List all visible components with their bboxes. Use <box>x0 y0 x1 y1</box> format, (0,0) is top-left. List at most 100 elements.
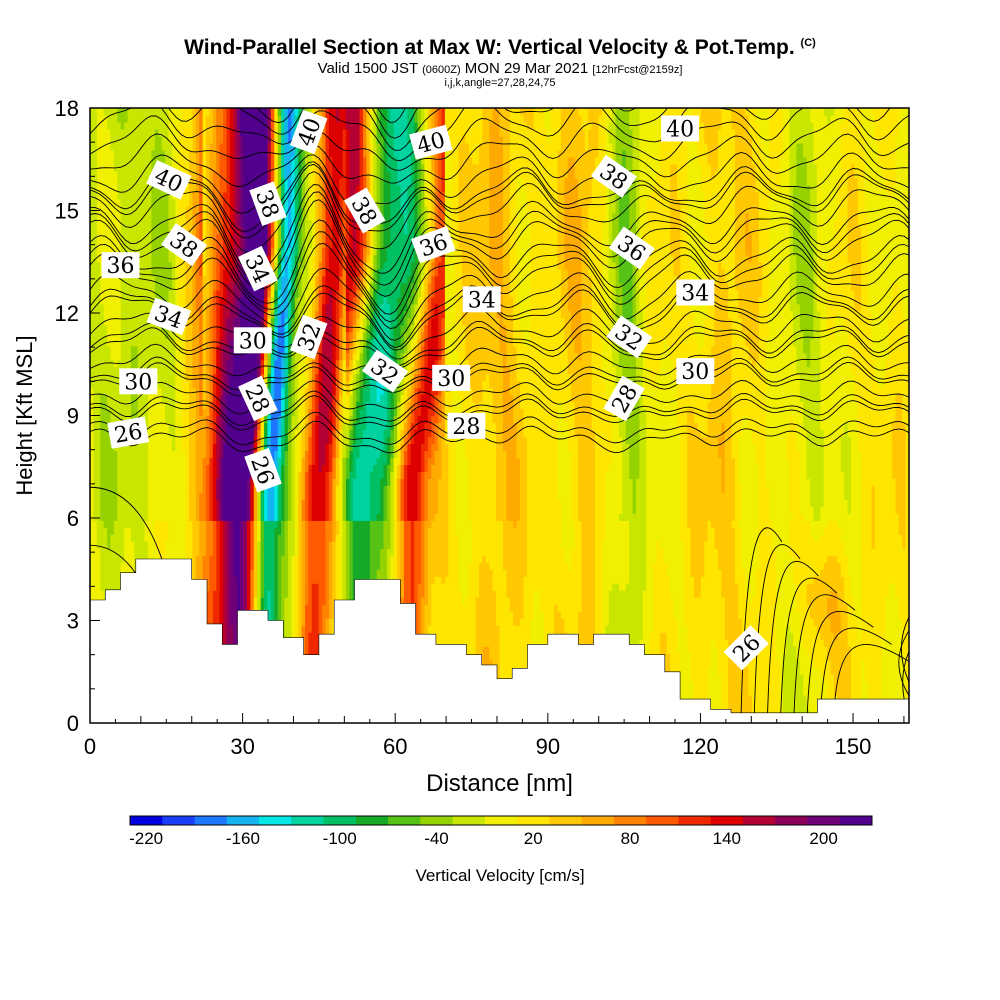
velocity-cell <box>410 408 415 417</box>
velocity-cell <box>629 562 647 570</box>
velocity-cell <box>496 422 504 431</box>
velocity-cell <box>226 555 231 563</box>
velocity-cell <box>315 422 320 431</box>
velocity-cell <box>721 674 729 682</box>
velocity-cell <box>403 534 412 542</box>
velocity-cell <box>185 499 190 507</box>
velocity-cell <box>745 583 757 591</box>
velocity-cell <box>390 345 395 354</box>
velocity-cell <box>612 352 620 361</box>
velocity-cell <box>332 506 337 514</box>
velocity-cell <box>400 499 405 507</box>
velocity-cell <box>369 541 385 549</box>
velocity-cell <box>670 660 681 668</box>
velocity-cell <box>154 527 170 535</box>
velocity-cell <box>496 457 507 466</box>
velocity-cell <box>294 541 299 549</box>
velocity-cell <box>304 541 309 549</box>
velocity-cell <box>352 401 357 410</box>
velocity-cell <box>175 387 183 396</box>
velocity-cell <box>410 338 415 347</box>
velocity-cell <box>724 457 736 466</box>
velocity-cell <box>639 450 647 459</box>
velocity-cell <box>90 380 132 389</box>
velocity-cell <box>403 443 408 452</box>
velocity-cell <box>683 555 692 563</box>
velocity-cell <box>861 506 873 514</box>
velocity-cell <box>308 520 327 528</box>
velocity-cell <box>281 506 286 514</box>
velocity-cell <box>219 548 224 556</box>
velocity-cell <box>680 674 692 682</box>
velocity-cell <box>789 485 801 493</box>
velocity-cell <box>335 485 340 493</box>
velocity-cell <box>646 443 681 452</box>
velocity-cell <box>728 674 750 682</box>
velocity-cell <box>284 506 289 514</box>
velocity-cell <box>383 429 391 438</box>
velocity-cell <box>246 541 251 549</box>
velocity-cell <box>847 555 862 563</box>
velocity-cell <box>577 611 596 619</box>
velocity-cell <box>281 597 286 605</box>
velocity-cell <box>284 352 289 361</box>
velocity-cell <box>318 611 323 619</box>
velocity-cell <box>380 506 385 514</box>
velocity-cell <box>332 520 337 528</box>
velocity-cell <box>595 443 613 452</box>
velocity-cell <box>308 366 313 375</box>
velocity-cell <box>523 583 582 591</box>
velocity-cell <box>188 464 197 473</box>
velocity-cell <box>625 436 641 445</box>
velocity-cell <box>407 380 412 389</box>
velocity-cell <box>895 492 907 500</box>
velocity-cell <box>188 415 197 424</box>
velocity-cell <box>861 548 909 556</box>
velocity-cell <box>274 590 279 598</box>
velocity-cell <box>601 541 630 549</box>
velocity-cell <box>898 597 909 605</box>
velocity-cell <box>704 548 719 556</box>
velocity-cell <box>448 492 456 500</box>
velocity-cell <box>318 408 330 417</box>
velocity-cell <box>229 590 238 598</box>
velocity-cell <box>332 464 337 473</box>
velocity-cell <box>342 492 347 500</box>
velocity-cell <box>223 394 228 403</box>
velocity-cell <box>707 408 733 417</box>
velocity-cell <box>185 464 190 473</box>
velocity-cell <box>308 401 313 410</box>
velocity-cell <box>707 422 722 431</box>
velocity-cell <box>595 562 603 570</box>
velocity-cell <box>130 394 139 403</box>
velocity-cell <box>434 401 439 410</box>
velocity-cell <box>332 450 337 459</box>
velocity-cell <box>397 408 402 417</box>
velocity-cell <box>803 513 815 521</box>
velocity-cell <box>724 485 736 493</box>
velocity-cell <box>260 352 265 361</box>
velocity-cell <box>315 429 320 438</box>
velocity-cell <box>339 527 344 535</box>
velocity-cell <box>294 380 299 389</box>
velocity-cell <box>223 625 228 633</box>
velocity-cell <box>397 485 402 493</box>
velocity-cell <box>861 513 873 521</box>
velocity-cell <box>260 562 265 570</box>
velocity-cell <box>328 506 333 514</box>
velocity-cell <box>414 380 419 389</box>
velocity-cell <box>506 569 528 577</box>
velocity-cell <box>458 387 473 396</box>
velocity-cell <box>799 499 811 507</box>
velocity-cell <box>717 562 736 570</box>
velocity-cell <box>414 527 422 535</box>
velocity-cell <box>206 345 211 354</box>
velocity-cell <box>120 562 135 570</box>
velocity-cell <box>393 422 398 431</box>
velocity-cell <box>881 674 907 682</box>
velocity-cell <box>219 338 228 347</box>
velocity-cell <box>356 345 361 354</box>
velocity-cell <box>444 394 453 403</box>
velocity-cell <box>721 457 726 466</box>
velocity-cell <box>304 632 309 640</box>
